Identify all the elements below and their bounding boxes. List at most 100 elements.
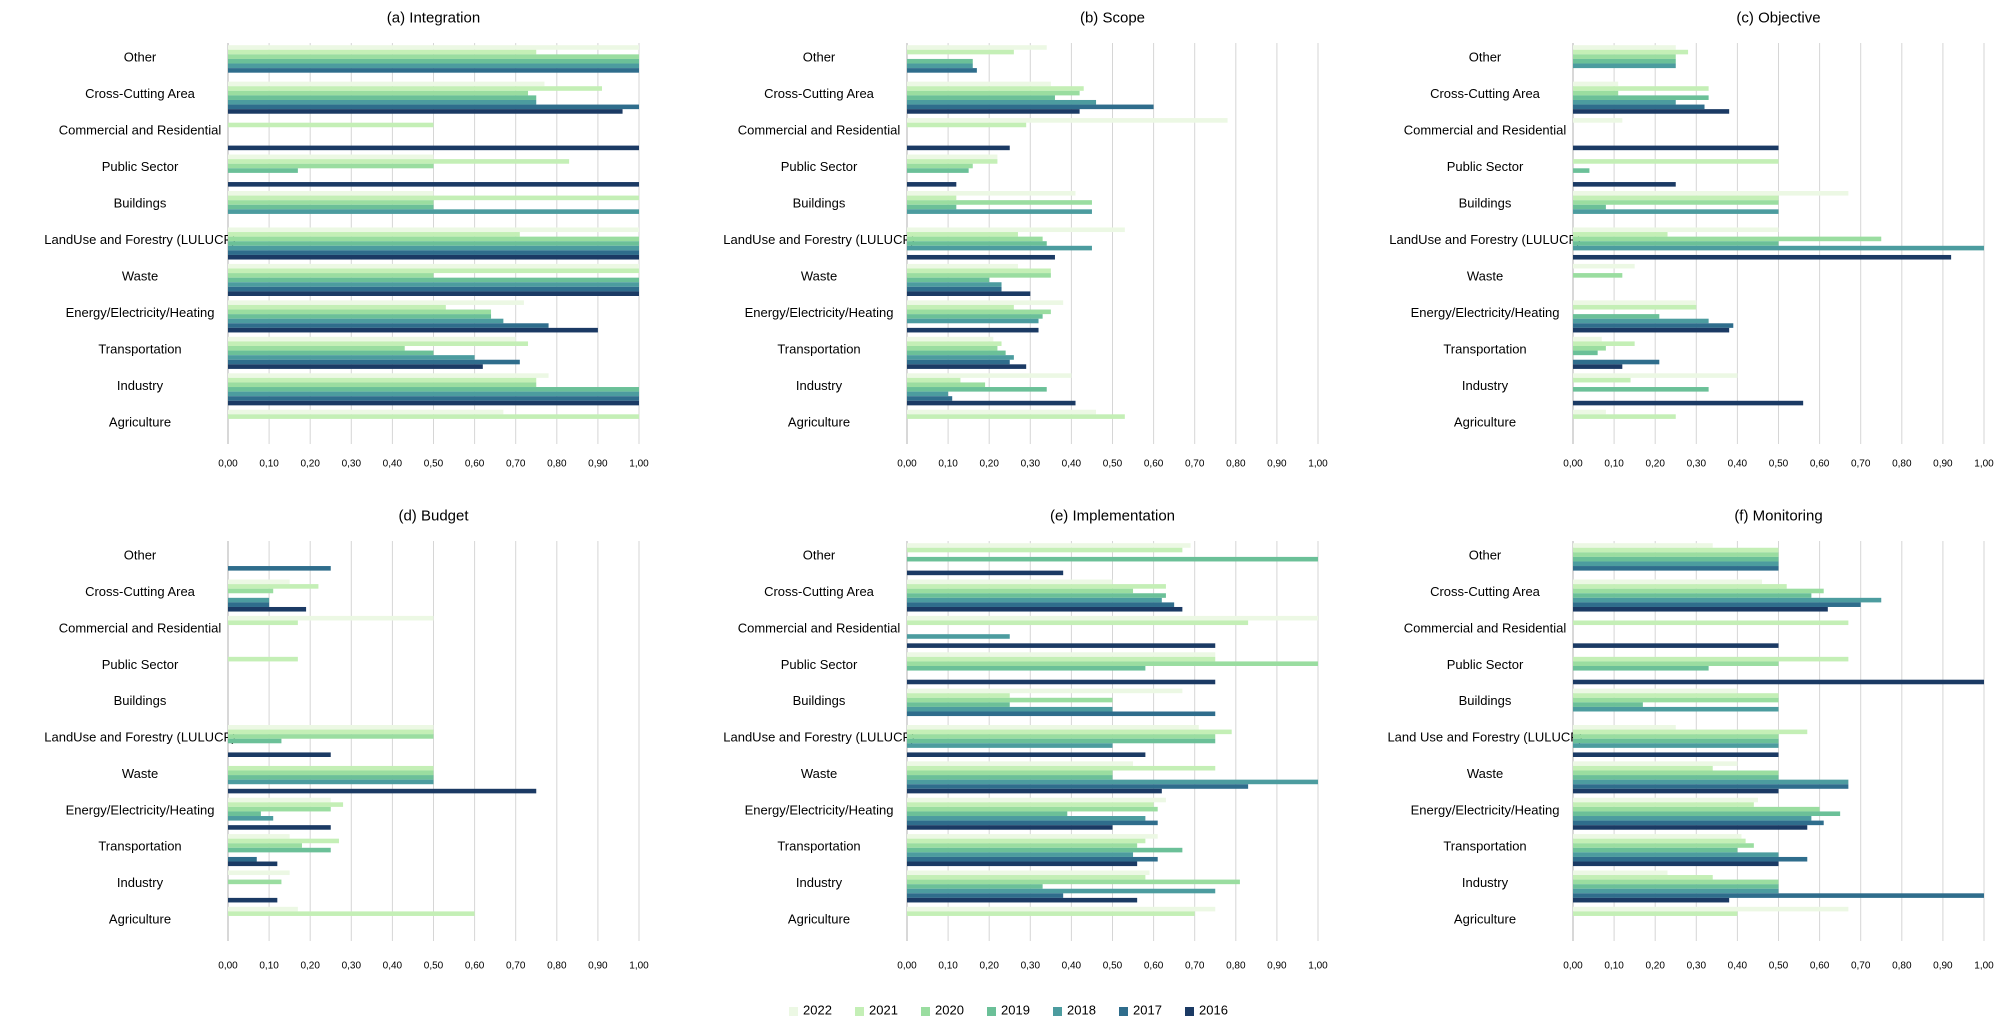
x-tick-label: 0,90 bbox=[1933, 459, 1953, 470]
x-tick-label: 0,80 bbox=[1226, 459, 1246, 470]
y-category-label: Cross-Cutting Area bbox=[1430, 86, 1541, 101]
bar-agriculture-2021 bbox=[228, 414, 639, 419]
bar-waste-2020 bbox=[1573, 770, 1779, 776]
y-category-label: Other bbox=[803, 548, 836, 563]
x-tick-label: 0,70 bbox=[1185, 459, 1205, 470]
bar-transportation-2016 bbox=[907, 364, 1027, 369]
y-category-label: Agriculture bbox=[1454, 911, 1516, 926]
y-category-label: Land Use and Forestry (LULUCF) bbox=[1387, 730, 1582, 745]
bar-landuse-and-forestry-lulucf-2022 bbox=[907, 227, 1125, 233]
x-tick-label: 0,90 bbox=[588, 961, 608, 972]
x-tick-label: 0,00 bbox=[218, 459, 238, 470]
bar-transportation-2021 bbox=[228, 838, 339, 844]
bar-landuse-and-forestry-lulucf-2019 bbox=[907, 738, 1216, 744]
bar-transportation-2021 bbox=[228, 341, 529, 346]
bar-other-2022 bbox=[907, 543, 1191, 548]
bar-cross-cutting-area-2017 bbox=[907, 602, 1175, 607]
y-category-label: LandUse and Forestry (LULUCF) bbox=[44, 730, 235, 745]
bar-energy-electricity-heating-2022 bbox=[228, 797, 331, 803]
bar-cross-cutting-area-2016 bbox=[228, 109, 623, 114]
bar-landuse-and-forestry-lulucf-2016 bbox=[228, 752, 331, 757]
y-category-label: Energy/Electricity/Heating bbox=[1411, 305, 1560, 320]
x-tick-label: 0,40 bbox=[383, 459, 403, 470]
y-category-label: Buildings bbox=[114, 196, 167, 211]
bar-buildings-2018 bbox=[907, 209, 1092, 214]
bar-landuse-and-forestry-lulucf-2021 bbox=[228, 232, 520, 237]
bar-industry-2021 bbox=[1573, 377, 1631, 383]
x-tick-label: 0,70 bbox=[506, 961, 526, 972]
bar-industry-2019 bbox=[907, 387, 1047, 392]
bar-cross-cutting-area-2022 bbox=[228, 81, 545, 87]
x-tick-label: 0,40 bbox=[1728, 961, 1748, 972]
bar-public-sector-2022 bbox=[228, 154, 434, 160]
chart-panel-4: (e) Implementation 0,00 0,10 0,20 0,30 0,40 0,… bbox=[723, 507, 1328, 971]
bar-cross-cutting-area-2022 bbox=[228, 579, 290, 585]
bar-public-sector-2021 bbox=[1573, 656, 1849, 662]
bar-cross-cutting-area-2020 bbox=[228, 90, 529, 96]
y-category-label: Transportation bbox=[98, 839, 181, 854]
y-category-label: Transportation bbox=[1443, 341, 1526, 356]
x-tick-label: 0,00 bbox=[897, 459, 917, 470]
bar-energy-electricity-heating-2016 bbox=[228, 825, 331, 830]
x-tick-label: 0,30 bbox=[1687, 961, 1707, 972]
chart-panel-2: (c) Objective 0,00 0,10 0,20 0,30 0,40 0,50 0,6… bbox=[1389, 9, 1994, 469]
bar-public-sector-2020 bbox=[1573, 661, 1779, 666]
legend-label: 2019 bbox=[1001, 1002, 1030, 1017]
bar-other-2017 bbox=[228, 566, 331, 571]
legend-label: 2022 bbox=[803, 1002, 832, 1017]
bar-waste-2018 bbox=[1573, 779, 1849, 785]
bar-transportation-2018 bbox=[228, 355, 475, 360]
bar-transportation-2017 bbox=[1573, 359, 1660, 365]
bar-energy-electricity-heating-2016 bbox=[228, 327, 598, 333]
bar-energy-electricity-heating-2016 bbox=[1573, 327, 1730, 333]
bar-industry-2021 bbox=[907, 377, 961, 383]
y-category-label: Buildings bbox=[1459, 196, 1512, 211]
bar-waste-2020 bbox=[907, 273, 1051, 278]
bar-cross-cutting-area-2018 bbox=[1573, 597, 1882, 603]
bar-energy-electricity-heating-2018 bbox=[228, 816, 274, 821]
bar-industry-2016 bbox=[228, 400, 639, 406]
y-category-label: Transportation bbox=[777, 839, 860, 854]
bar-landuse-and-forestry-lulucf-2016 bbox=[907, 752, 1146, 757]
bar-agriculture-2022 bbox=[1573, 906, 1849, 912]
bar-energy-electricity-heating-2022 bbox=[907, 300, 1064, 305]
bar-cross-cutting-area-2016 bbox=[907, 109, 1080, 114]
bar-cross-cutting-area-2017 bbox=[907, 104, 1154, 110]
y-category-label: Industry bbox=[796, 378, 843, 393]
bar-land-use-and-forestry-lulucf-2022 bbox=[1573, 725, 1676, 730]
bar-waste-2022 bbox=[1573, 263, 1635, 269]
x-tick-label: 0,60 bbox=[1810, 961, 1830, 972]
bar-transportation-2020 bbox=[228, 843, 302, 848]
legend-label: 2021 bbox=[869, 1002, 898, 1017]
bar-industry-2016 bbox=[1573, 897, 1730, 903]
bar-industry-2017 bbox=[907, 893, 1064, 898]
bar-commercial-and-residential-2022 bbox=[228, 615, 434, 621]
bar-industry-2022 bbox=[228, 373, 549, 378]
bar-energy-electricity-heating-2021 bbox=[228, 802, 344, 807]
bar-public-sector-2016 bbox=[1573, 182, 1676, 187]
bar-public-sector-2016 bbox=[228, 182, 639, 187]
y-category-label: Buildings bbox=[793, 693, 846, 708]
bar-waste-2016 bbox=[907, 291, 1031, 296]
x-tick-label: 0,50 bbox=[424, 459, 444, 470]
y-category-label: LandUse and Forestry (LULUCF) bbox=[723, 730, 914, 745]
bar-commercial-and-residential-2016 bbox=[1573, 145, 1779, 151]
chart-title: (f) Monitoring bbox=[1734, 507, 1822, 524]
bar-cross-cutting-area-2017 bbox=[228, 104, 639, 110]
bar-commercial-and-residential-2021 bbox=[228, 122, 434, 128]
bar-waste-2022 bbox=[228, 263, 639, 269]
y-category-label: Commercial and Residential bbox=[738, 620, 901, 635]
bar-commercial-and-residential-2022 bbox=[1573, 118, 1623, 123]
bar-cross-cutting-area-2020 bbox=[228, 588, 274, 594]
bar-public-sector-2021 bbox=[228, 656, 298, 662]
bar-energy-electricity-heating-2019 bbox=[1573, 811, 1841, 817]
bar-energy-electricity-heating-2020 bbox=[907, 806, 1158, 812]
y-category-label: Public Sector bbox=[102, 657, 179, 672]
x-tick-label: 1,00 bbox=[629, 961, 649, 972]
bar-public-sector-2021 bbox=[907, 656, 1216, 662]
bar-transportation-2016 bbox=[1573, 364, 1623, 369]
bar-public-sector-2022 bbox=[907, 154, 998, 160]
x-tick-label: 0,30 bbox=[342, 961, 362, 972]
bar-waste-2021 bbox=[228, 268, 639, 274]
